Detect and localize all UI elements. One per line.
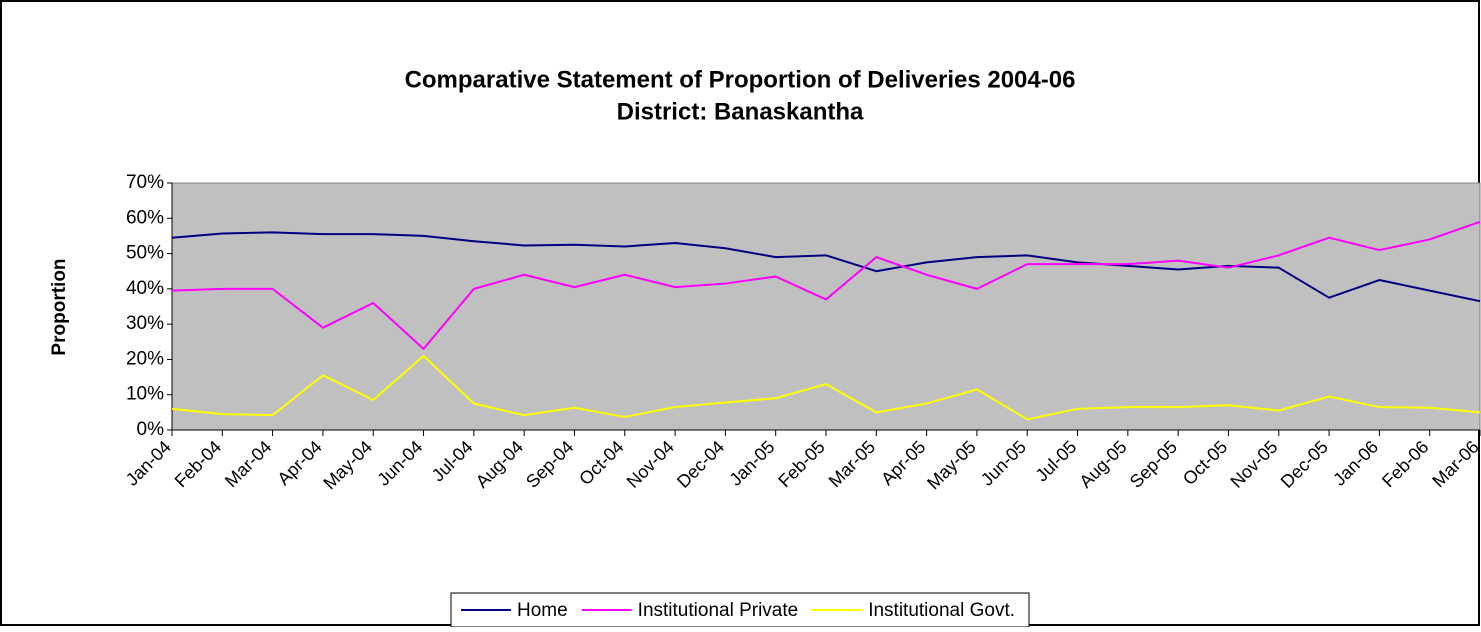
series-line — [171, 220, 1481, 350]
y-tick-label: 20% — [126, 348, 164, 369]
plot-area — [171, 182, 1481, 431]
y-tick-label: 40% — [126, 278, 164, 299]
chart-title: Comparative Statement of Proportion of D… — [405, 66, 1076, 93]
legend-label: Institutional Govt. — [868, 600, 1015, 621]
y-tick-label: 10% — [126, 384, 164, 405]
y-tick-label: 30% — [126, 313, 164, 334]
y-tick-label: 60% — [126, 207, 164, 228]
legend: Home Institutional Private Institutional G… — [450, 592, 1030, 628]
series-line — [171, 231, 1481, 303]
legend-label: Home — [517, 600, 568, 621]
y-axis-label: Proportion — [49, 258, 70, 355]
y-tick-label: 70% — [126, 172, 164, 193]
y-tick-label: 50% — [126, 243, 164, 264]
legend-box — [450, 592, 1030, 628]
legend-label: Institutional Private — [638, 600, 799, 621]
y-tick-label: 0% — [137, 419, 165, 440]
chart-subtitle: District: Banaskantha — [617, 98, 864, 125]
series-line — [171, 354, 1481, 421]
